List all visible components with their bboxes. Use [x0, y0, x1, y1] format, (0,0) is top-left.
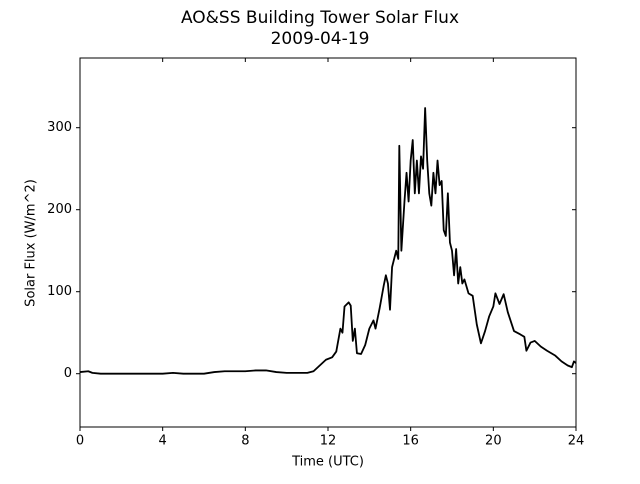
x-tick-label: 0 — [76, 434, 84, 449]
chart-subtitle: 2009-04-19 — [271, 29, 370, 49]
y-axis-label: Solar Flux (W/m^2) — [24, 179, 39, 307]
x-tick-label: 12 — [320, 434, 337, 449]
y-tick-label: 300 — [47, 120, 72, 135]
x-tick-label: 20 — [485, 434, 502, 449]
x-tick-label: 16 — [402, 434, 419, 449]
x-tick-label: 8 — [241, 434, 249, 449]
y-tick-label: 0 — [64, 366, 72, 381]
plot-frame — [79, 57, 577, 428]
y-tick-label: 200 — [47, 202, 72, 217]
x-axis-label: Time (UTC) — [291, 455, 364, 470]
x-tick-label: 24 — [568, 434, 585, 449]
chart-title: AO&SS Building Tower Solar Flux — [181, 8, 459, 28]
x-tick-label: 4 — [159, 434, 167, 449]
y-tick-label: 100 — [47, 284, 72, 299]
data-line — [79, 107, 577, 375]
